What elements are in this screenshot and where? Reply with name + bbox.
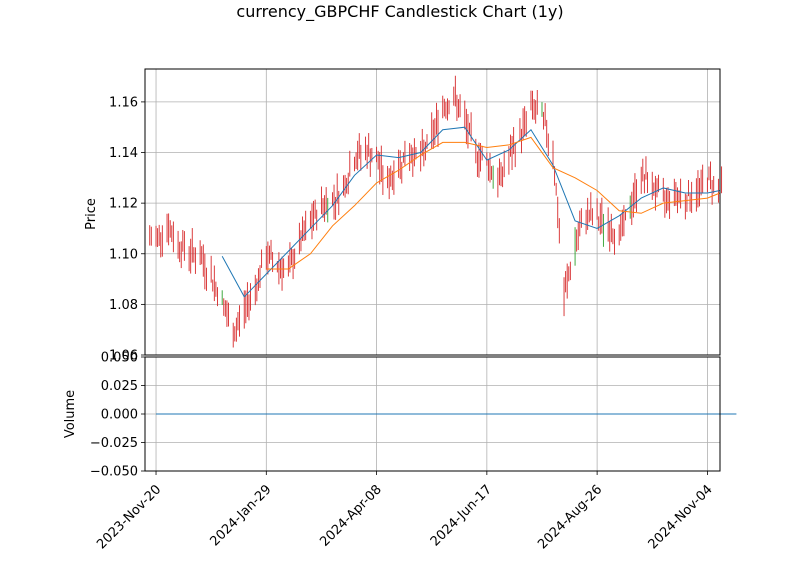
x-tick-label: 2024-Jun-17 bbox=[428, 482, 495, 549]
volume-axis-label: Volume bbox=[63, 390, 78, 438]
price-y-ticks: 1.06 1.08 1.10 1.12 1.14 1.16 bbox=[109, 95, 145, 364]
price-candles bbox=[149, 75, 723, 348]
price-tick-label: 1.12 bbox=[109, 197, 138, 212]
price-moving-averages bbox=[221, 126, 721, 298]
volume-tick-label: 0.025 bbox=[101, 379, 138, 394]
volume-tick-label: 0.050 bbox=[101, 351, 138, 366]
x-tick-label: 2024-Jan-29 bbox=[208, 482, 275, 549]
price-axis-label: Price bbox=[84, 198, 99, 230]
x-tick-label: 2024-Aug-26 bbox=[535, 482, 605, 552]
x-tick-label: 2024-Nov-04 bbox=[646, 482, 716, 552]
volume-y-ticks: −0.050 −0.025 0.000 0.025 0.050 bbox=[90, 351, 145, 480]
price-tick-label: 1.08 bbox=[109, 298, 138, 313]
price-tick-label: 1.10 bbox=[109, 247, 138, 262]
x-axis-ticks: 2023-Nov-20 2024-Jan-29 2024-Apr-08 2024-Ju… bbox=[94, 471, 716, 552]
price-tick-label: 1.16 bbox=[109, 95, 138, 110]
chart-title: currency_GBPCHF Candlestick Chart (1y) bbox=[236, 2, 563, 22]
price-tick-label: 1.06 bbox=[109, 349, 138, 364]
price-tick-label: 1.14 bbox=[109, 146, 138, 161]
moving-average-short-line bbox=[221, 126, 721, 298]
price-panel-frame bbox=[144, 68, 721, 356]
x-tick-label: 2023-Nov-20 bbox=[94, 482, 164, 552]
volume-tick-label: 0.000 bbox=[101, 408, 138, 423]
volume-tick-label: −0.025 bbox=[90, 436, 138, 451]
moving-average-long-line bbox=[266, 136, 721, 270]
volume-tick-label: −0.050 bbox=[90, 465, 138, 480]
x-tick-label: 2024-Apr-08 bbox=[317, 482, 384, 549]
price-grid bbox=[145, 69, 720, 356]
